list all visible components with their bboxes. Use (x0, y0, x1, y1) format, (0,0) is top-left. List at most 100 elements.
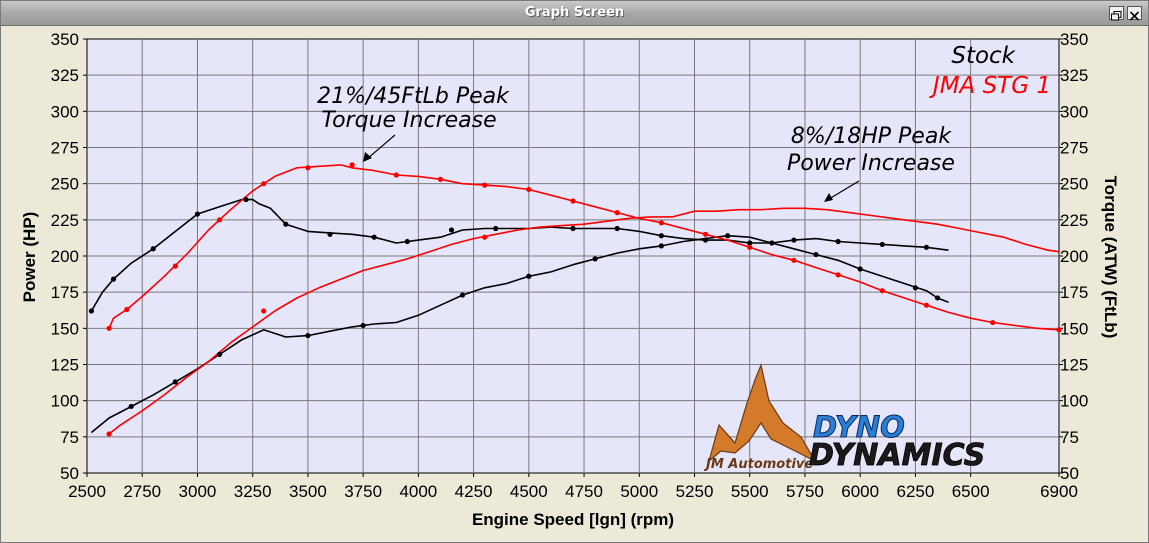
title-bar[interactable]: Graph Screen (1, 1, 1148, 26)
left-y-tick-label: 125 (51, 356, 79, 375)
x-tick-label: 3000 (179, 482, 217, 501)
data-point-stock-torque (879, 241, 885, 248)
legend-jma-stg1: JMA STG 1 (929, 73, 1051, 99)
data-point-stock-power (813, 251, 819, 258)
data-point-stock-power (725, 233, 731, 239)
annotation-torque-line1: 21%/45FtLb Peak (317, 84, 510, 109)
x-tick-label: 2500 (68, 482, 106, 501)
series-markers (88, 162, 1062, 437)
dyno-dynamics-logo: JM Automotive DYNO DYNAMICS (703, 362, 986, 473)
data-point-jma-torque (172, 263, 178, 269)
right-y-tick-label: 150 (1060, 319, 1088, 338)
series-line-jma-stg1-torque (108, 164, 1060, 331)
x-tick-labels: 2500 2750 3000 3250 3500 3750 4000 4250 4500 4750… (68, 482, 1078, 501)
left-y-axis-label: Power (HP) (20, 212, 39, 303)
data-point-jma-power (482, 234, 488, 240)
data-point-stock-power (934, 295, 941, 301)
left-y-tick-label: 150 (51, 319, 79, 338)
data-point-stock-torque (791, 237, 797, 243)
x-tick-label: 2750 (123, 482, 161, 501)
data-point-stock-power (360, 322, 366, 329)
right-y-tick-label: 50 (1060, 464, 1079, 483)
right-y-tick-label: 175 (1060, 283, 1088, 302)
left-y-tick-label: 100 (51, 392, 79, 411)
data-point-stock-torque (570, 225, 576, 232)
left-y-tick-labels: 50 75 100 125 150 175 200 225 250 275 300 325 350 (51, 30, 79, 483)
legend-stock: Stock (951, 43, 1016, 69)
restore-button[interactable] (1109, 6, 1124, 21)
annotation-power-line1: 8%/18HP Peak (791, 124, 952, 149)
data-point-stock-torque (194, 211, 201, 217)
data-point-stock-torque (923, 244, 930, 250)
annotation-power-arrowhead (824, 193, 833, 202)
data-point-stock-torque (110, 276, 117, 282)
annotation-torque-arrow (366, 134, 396, 160)
data-point-jma-torque (106, 325, 112, 331)
left-y-tick-label: 75 (60, 428, 79, 447)
x-tick-label: 4000 (399, 482, 437, 501)
restore-icon (1111, 11, 1122, 21)
data-point-jma-torque (702, 231, 709, 237)
dyno-chart: 2500 2750 3000 3250 3500 3750 4000 4250 4500 4750… (20, 30, 1120, 529)
data-point-jma-torque (526, 186, 532, 193)
data-point-jma-torque (835, 272, 841, 278)
x-tick-label: 4500 (510, 482, 548, 501)
data-point-jma-torque (1056, 327, 1062, 333)
data-point-stock-torque (614, 225, 620, 232)
x-tick-label: 6250 (896, 482, 934, 501)
data-point-stock-power (592, 256, 598, 262)
left-y-tick-label: 350 (51, 30, 79, 49)
data-point-stock-power (912, 285, 919, 291)
data-point-stock-torque (371, 234, 377, 240)
close-button[interactable] (1127, 6, 1142, 21)
data-point-jma-power (261, 308, 267, 314)
data-point-stock-torque (150, 246, 156, 252)
right-y-tick-label: 350 (1060, 30, 1088, 49)
data-point-stock-torque (327, 231, 333, 237)
close-icon (1129, 11, 1140, 21)
data-point-stock-power (769, 240, 775, 246)
data-point-stock-power (128, 403, 134, 410)
data-point-jma-torque (482, 182, 488, 188)
data-point-stock-power (526, 273, 532, 279)
data-point-jma-torque (305, 165, 311, 171)
window-title: Graph Screen (524, 5, 625, 20)
data-point-stock-power (216, 351, 223, 357)
data-point-jma-torque (437, 176, 444, 182)
left-y-tick-label: 300 (51, 102, 79, 121)
left-y-tick-label: 225 (51, 211, 79, 230)
data-point-jma-torque (658, 220, 664, 226)
right-y-tick-labels: 50 75 100 125 150 175 200 225 250 275 300 325 350 (1060, 30, 1088, 483)
annotation-torque-arrowhead (363, 152, 372, 162)
right-y-tick-label: 200 (1060, 247, 1088, 266)
left-y-tick-label: 50 (60, 464, 79, 483)
right-y-tick-label: 250 (1060, 175, 1088, 194)
right-y-tick-label: 325 (1060, 66, 1088, 85)
left-y-tick-label: 250 (51, 175, 79, 194)
logo-company-text: JM Automotive (703, 457, 813, 472)
data-point-stock-torque (448, 227, 455, 233)
data-point-stock-power (658, 243, 664, 249)
data-point-jma-torque (990, 319, 996, 326)
data-point-jma-torque (216, 217, 223, 223)
right-y-tick-label: 300 (1060, 102, 1088, 121)
annotation-power-line2: Power Increase (787, 151, 955, 176)
x-tick-label: 3750 (344, 482, 382, 501)
x-tick-label: 6500 (952, 482, 990, 501)
x-tick-label: 6900 (1040, 482, 1078, 501)
data-point-jma-power (106, 431, 112, 437)
x-axis-label: Engine Speed [lgn] (rpm) (472, 510, 674, 529)
right-y-tick-label: 275 (1060, 139, 1088, 158)
data-point-stock-torque (243, 196, 249, 203)
data-point-stock-power (459, 292, 466, 298)
data-point-stock-power (305, 332, 311, 339)
left-y-tick-label: 200 (51, 247, 79, 266)
x-tick-label: 6000 (841, 482, 879, 501)
right-y-tick-label: 125 (1060, 356, 1088, 375)
x-tick-label: 3250 (234, 482, 272, 501)
jm-automotive-logo-mark (707, 362, 817, 463)
data-point-jma-torque (124, 306, 130, 313)
x-tick-label: 5000 (620, 482, 658, 501)
annotation-power-arrow (828, 180, 860, 200)
data-point-stock-torque (283, 221, 289, 227)
